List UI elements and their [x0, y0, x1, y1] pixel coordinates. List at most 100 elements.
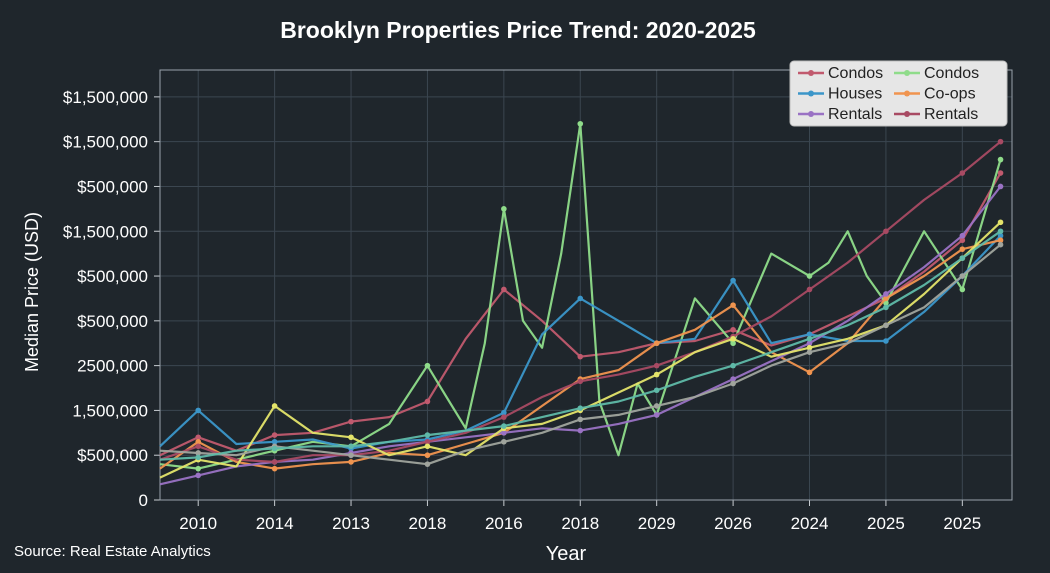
data-point: [501, 423, 507, 429]
data-point: [730, 277, 736, 284]
data-point: [730, 340, 736, 347]
y-tick-label: $500,000: [77, 312, 148, 331]
legend-label: Co-ops: [924, 86, 976, 103]
data-point: [195, 450, 202, 456]
series-lines: [159, 120, 1004, 486]
series-line: [159, 122, 1002, 470]
data-point: [883, 304, 889, 311]
data-point: [577, 427, 584, 434]
data-point: [806, 344, 813, 351]
y-axis-label: Median Price (USD): [22, 212, 42, 372]
data-point: [806, 369, 813, 376]
data-point: [959, 273, 966, 279]
data-point: [195, 472, 202, 479]
legend-item: Houses: [798, 86, 882, 103]
data-point: [806, 273, 813, 279]
data-point: [271, 459, 278, 465]
data-point: [997, 183, 1004, 190]
data-point: [997, 219, 1004, 226]
data-point: [195, 454, 202, 461]
data-point: [501, 430, 507, 436]
legend-marker: [808, 111, 814, 117]
legend-item: Co-ops: [894, 86, 976, 103]
data-point: [959, 255, 966, 261]
data-point: [806, 335, 813, 342]
x-tick-label: 2025: [943, 514, 981, 533]
data-point: [501, 286, 507, 293]
plot-frame: [159, 69, 1013, 501]
data-point: [806, 349, 813, 355]
legend-item: Rentals: [798, 106, 882, 123]
source-note: Source: Real Estate Analytics: [14, 543, 211, 560]
data-point: [997, 228, 1004, 235]
data-point: [806, 286, 813, 293]
y-tick-label: 1,500,000: [72, 401, 148, 420]
legend-marker: [808, 70, 814, 76]
data-point: [195, 407, 202, 414]
data-point: [424, 398, 431, 405]
data-point: [959, 286, 966, 293]
data-point: [730, 380, 736, 387]
legend-marker: [904, 70, 910, 76]
legend-marker: [808, 90, 814, 97]
legend-label: Condos: [924, 65, 979, 82]
data-point: [883, 338, 889, 344]
data-point: [501, 409, 507, 416]
y-axis-tick-labels: 0 $500,000 1,500,000 2500,000 $500,000 $500,0…: [63, 88, 148, 510]
data-point: [577, 353, 584, 360]
data-point: [424, 452, 431, 459]
data-point: [577, 295, 584, 302]
data-point: [806, 340, 813, 347]
data-point: [424, 362, 431, 369]
data-point: [348, 434, 354, 441]
data-point: [730, 326, 736, 333]
data-point: [730, 302, 736, 308]
data-point: [997, 170, 1004, 176]
data-point: [195, 465, 202, 472]
data-point: [730, 362, 736, 369]
x-tick-label: 2016: [485, 514, 523, 533]
data-point: [653, 387, 660, 394]
y-tick-label: 2500,000: [77, 357, 148, 376]
data-point: [653, 412, 660, 418]
x-tick-label: 2029: [638, 514, 676, 533]
data-point: [883, 291, 889, 297]
data-point: [348, 418, 354, 425]
data-point: [883, 228, 889, 235]
data-point: [348, 443, 354, 450]
data-point: [806, 331, 813, 338]
x-axis-label: Year: [546, 543, 587, 565]
data-point: [730, 376, 736, 382]
x-tick-label: 2018: [409, 514, 447, 533]
data-point: [195, 434, 202, 441]
legend-marker: [904, 111, 910, 117]
data-point: [997, 237, 1004, 244]
legend-item: Rentals: [894, 106, 978, 123]
data-point: [883, 322, 889, 329]
data-point: [997, 232, 1004, 239]
legend-label: Rentals: [828, 106, 882, 123]
data-point: [271, 432, 278, 438]
data-point: [501, 438, 507, 445]
data-point: [577, 378, 584, 385]
legend-label: Rentals: [924, 106, 978, 123]
data-point: [501, 414, 507, 420]
legend-label: Houses: [828, 86, 882, 103]
legend-item: Condos: [798, 65, 883, 82]
data-point: [195, 443, 202, 450]
legend: Condos Condos Houses Co-ops Rentals Rentals: [789, 60, 1008, 127]
y-tick-label: $500,000: [77, 177, 148, 196]
y-tick-label: $500,000: [77, 446, 148, 465]
data-point: [959, 170, 966, 176]
y-tick-label: $500,000: [77, 267, 148, 286]
data-point: [348, 459, 354, 465]
data-point: [501, 206, 507, 212]
axes: [154, 69, 1013, 506]
data-point: [195, 438, 202, 445]
data-point: [424, 443, 431, 450]
data-point: [653, 362, 660, 369]
x-tick-label: 2014: [256, 514, 294, 533]
data-point: [997, 138, 1004, 145]
data-point: [959, 246, 966, 252]
